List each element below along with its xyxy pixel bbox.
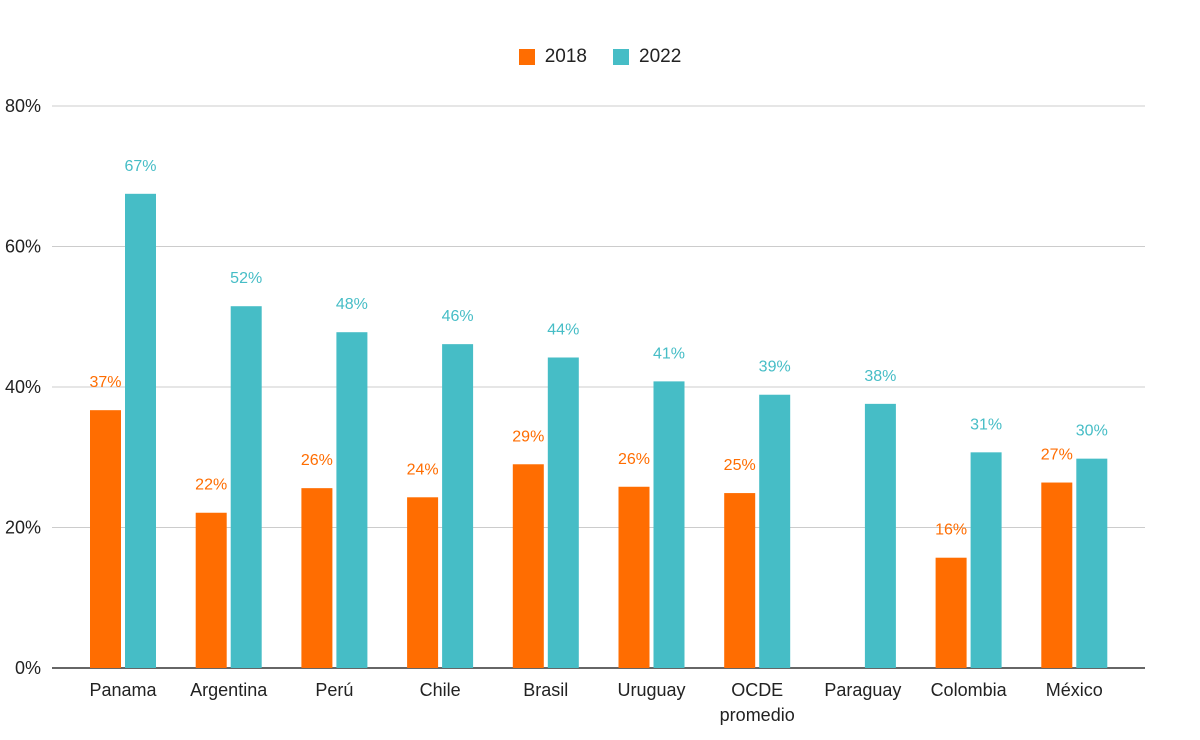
bar-2022 — [125, 193, 156, 668]
legend-label: 2018 — [544, 46, 587, 67]
x-tick-label: Perú — [315, 680, 353, 700]
legend-swatch — [518, 49, 535, 65]
data-label-2022: 44% — [547, 321, 579, 338]
bar-2022 — [653, 381, 685, 668]
y-tick-label: 40% — [5, 377, 41, 397]
x-tick-label: OCDE — [731, 680, 783, 700]
data-label-2022: 41% — [653, 345, 685, 362]
legend-item-2018: 2018 — [518, 46, 587, 68]
data-label-2022: 30% — [1076, 423, 1108, 440]
y-tick-label: 0% — [15, 658, 41, 678]
bar-2018 — [301, 488, 333, 668]
bar-2022 — [970, 452, 1002, 668]
bar-2022 — [442, 344, 474, 668]
x-tick-label: Chile — [420, 680, 461, 700]
data-label-2018: 29% — [512, 428, 544, 445]
bar-2022 — [1076, 458, 1108, 668]
data-label-2018: 25% — [724, 457, 756, 474]
data-label-2018: 24% — [407, 461, 439, 478]
x-tick-label: Uruguay — [617, 680, 685, 700]
data-label-2018: 22% — [195, 477, 227, 494]
data-label-2018: 16% — [935, 522, 967, 539]
bar-2022 — [759, 394, 791, 668]
bar-2018 — [724, 493, 756, 668]
x-tick-label: Panama — [89, 680, 157, 700]
x-tick-label: Colombia — [931, 680, 1008, 700]
data-label-2022: 52% — [230, 270, 262, 287]
legend-swatch — [613, 49, 629, 65]
x-tick-label: Argentina — [190, 680, 268, 700]
bar-2022 — [864, 403, 896, 668]
data-label-2022: 38% — [864, 368, 896, 385]
data-label-2022: 39% — [759, 359, 791, 376]
y-tick-label: 20% — [5, 518, 41, 538]
legend-item-2022: 2022 — [613, 46, 681, 68]
data-label-2022: 48% — [336, 296, 368, 313]
bar-2018 — [618, 486, 650, 668]
legend: 2018 2022 — [0, 46, 1200, 68]
data-label-2022: 31% — [970, 416, 1002, 433]
bar-2018 — [195, 512, 227, 668]
data-label-2018: 26% — [618, 451, 650, 468]
data-label-2018: 37% — [89, 374, 121, 391]
y-tick-label: 60% — [5, 237, 41, 257]
x-tick-label: promedio — [720, 705, 795, 725]
x-tick-label: México — [1046, 680, 1103, 700]
data-label-2022: 67% — [124, 158, 156, 175]
data-label-2018: 26% — [301, 452, 333, 469]
bar-2018 — [407, 497, 439, 668]
data-label-2022: 46% — [442, 308, 474, 325]
x-tick-label: Brasil — [523, 680, 568, 700]
bar-2018 — [935, 557, 967, 668]
bar-2022 — [230, 306, 262, 668]
bar-2018 — [512, 464, 544, 668]
y-tick-label: 80% — [5, 96, 41, 116]
bar-2018 — [1041, 482, 1073, 668]
bar-2022 — [547, 357, 579, 668]
x-tick-label: Paraguay — [824, 680, 901, 700]
legend-label: 2022 — [639, 46, 682, 67]
bar-2022 — [336, 332, 368, 668]
bar-2018 — [90, 410, 121, 668]
data-label-2018: 27% — [1041, 447, 1073, 464]
